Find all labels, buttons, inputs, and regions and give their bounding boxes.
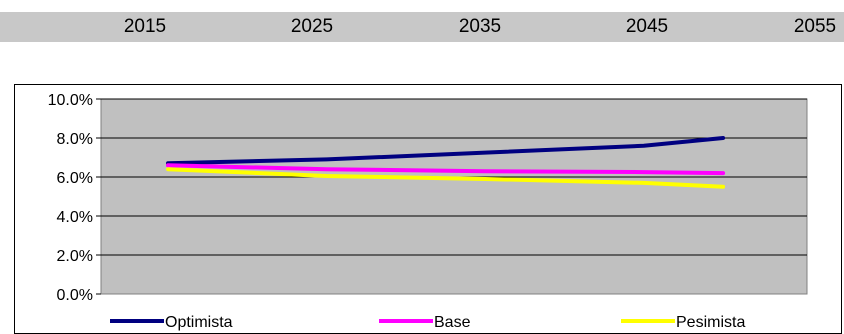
top-year-label: 2055: [793, 16, 837, 37]
y-tick-label: 2.0%: [57, 248, 93, 265]
top-year-label: 2045: [625, 16, 669, 37]
top-year-label: 2015: [123, 16, 167, 37]
y-tick-label: 4.0%: [57, 209, 93, 226]
top-year-strip: 2015 2025 2035 2045 2055: [0, 12, 844, 42]
y-tick-label: 10.0%: [48, 92, 93, 109]
series-line-pesimista: [166, 167, 726, 189]
chart-frame: 0.0% 2.0% 4.0% 6.0% 8.0% 10.0% Optimista Base P…: [14, 84, 842, 334]
plot-area: [100, 98, 808, 295]
legend-label: Optimista: [165, 314, 233, 331]
legend-label: Base: [434, 314, 471, 331]
y-tick-label: 0.0%: [57, 287, 93, 304]
top-year-label: 2035: [458, 16, 502, 37]
series-line-optimista: [166, 136, 726, 166]
series-line-base: [166, 163, 726, 176]
legend-label: Pesimista: [676, 314, 745, 331]
y-tick-label: 6.0%: [57, 170, 93, 187]
top-year-label: 2025: [290, 16, 334, 37]
line-chart: 0.0% 2.0% 4.0% 6.0% 8.0% 10.0% Optimista Base P…: [48, 92, 808, 331]
y-tick-label: 8.0%: [57, 131, 93, 148]
